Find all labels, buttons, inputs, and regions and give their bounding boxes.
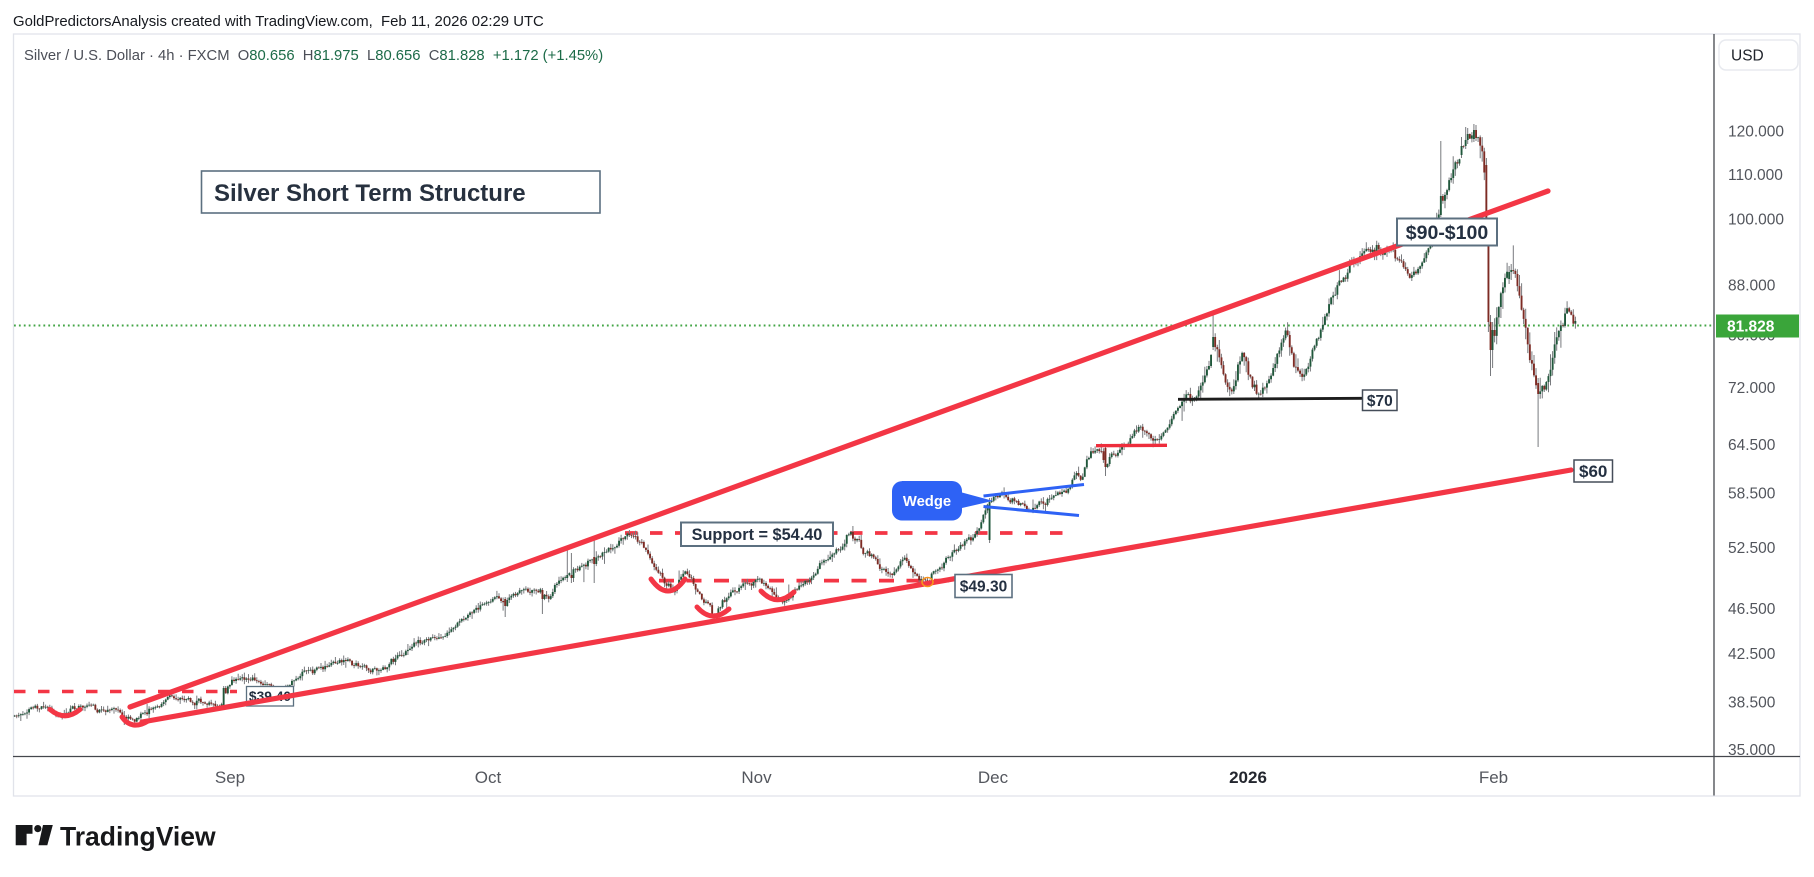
svg-text:Oct: Oct	[475, 768, 502, 787]
svg-text:Nov: Nov	[741, 768, 772, 787]
svg-text:38.500: 38.500	[1728, 694, 1776, 711]
svg-text:Support = $54.40: Support = $54.40	[692, 526, 823, 544]
svg-text:2026: 2026	[1229, 768, 1267, 787]
svg-text:72.000: 72.000	[1728, 380, 1776, 397]
svg-text:USD: USD	[1731, 48, 1764, 65]
svg-text:$90-$100: $90-$100	[1406, 222, 1489, 244]
svg-text:$70: $70	[1367, 393, 1393, 410]
svg-text:52.500: 52.500	[1728, 540, 1776, 557]
svg-text:Feb: Feb	[1479, 768, 1508, 787]
svg-text:81.828: 81.828	[1727, 319, 1775, 336]
svg-text:$49.30: $49.30	[960, 579, 1007, 596]
svg-text:Wedge: Wedge	[903, 494, 951, 510]
svg-text:Dec: Dec	[978, 768, 1009, 787]
svg-text:120.000: 120.000	[1728, 124, 1784, 141]
svg-text:42.500: 42.500	[1728, 646, 1776, 663]
svg-text:TradingView: TradingView	[60, 822, 216, 852]
svg-text:Silver / U.S. Dollar · 4h · FX: Silver / U.S. Dollar · 4h · FXCM O80.656…	[24, 48, 603, 64]
svg-text:$60: $60	[1579, 462, 1607, 481]
svg-text:Silver Short Term Structure: Silver Short Term Structure	[214, 180, 526, 207]
svg-text:64.500: 64.500	[1728, 437, 1776, 454]
svg-text:46.500: 46.500	[1728, 601, 1776, 618]
svg-text:58.500: 58.500	[1728, 485, 1776, 502]
svg-text:110.000: 110.000	[1728, 167, 1783, 184]
svg-text:100.000: 100.000	[1728, 212, 1784, 229]
svg-text:GoldPredictorsAnalysis created: GoldPredictorsAnalysis created with Trad…	[13, 14, 544, 30]
svg-text:Sep: Sep	[215, 768, 245, 787]
svg-text:88.000: 88.000	[1728, 278, 1776, 295]
